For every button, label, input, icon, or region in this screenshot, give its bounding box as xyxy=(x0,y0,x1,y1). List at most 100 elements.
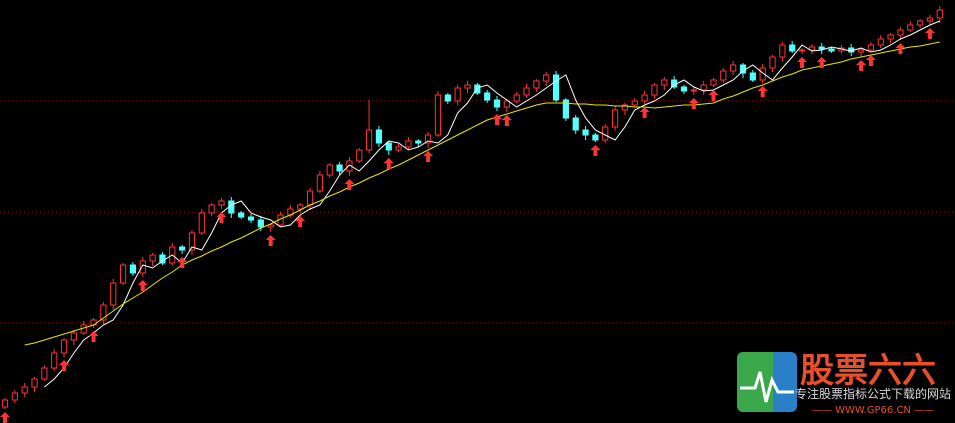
candle-body xyxy=(857,49,865,53)
candle-body xyxy=(336,164,343,172)
candle-body xyxy=(877,38,884,46)
candle-body xyxy=(356,149,363,162)
candle-body xyxy=(31,378,38,388)
buy-signal xyxy=(423,151,434,162)
candle-body xyxy=(513,94,520,102)
candle-body xyxy=(641,94,648,102)
buy-signal xyxy=(590,145,601,156)
buy-signal xyxy=(0,412,10,423)
buy-signal xyxy=(865,55,876,66)
candle-body xyxy=(238,212,245,218)
candle-body xyxy=(602,126,609,141)
buy-signal xyxy=(492,114,502,125)
buy-signal xyxy=(177,257,188,268)
candle-body xyxy=(533,80,540,89)
candle-body xyxy=(297,204,304,210)
candle-body xyxy=(346,160,353,172)
candle-body xyxy=(41,367,48,380)
candle-body xyxy=(907,24,914,31)
candle-body xyxy=(867,44,875,51)
candle-body xyxy=(710,79,717,86)
candle-body xyxy=(198,212,205,234)
buy-signal xyxy=(924,28,935,39)
buy-signal xyxy=(383,158,394,169)
candle-body xyxy=(179,246,186,251)
buy-signal xyxy=(265,235,276,246)
buy-signal xyxy=(88,331,99,342)
candle-body xyxy=(1,399,9,408)
buy-signal xyxy=(59,360,70,371)
candle-body xyxy=(395,146,402,151)
buy-signal xyxy=(216,212,227,223)
candle-body xyxy=(60,339,68,354)
candle-body xyxy=(828,48,835,52)
candle-body xyxy=(690,89,697,92)
candle-body xyxy=(759,67,766,81)
candle-body xyxy=(897,29,904,36)
candle-body xyxy=(543,74,550,82)
candle-body xyxy=(769,56,776,69)
candle-body xyxy=(562,99,569,119)
candle-body xyxy=(51,352,58,369)
candle-body xyxy=(631,100,638,106)
candle-body xyxy=(129,264,137,274)
candle-body xyxy=(730,64,737,72)
watermark-url: —— WWW.GP66.CN —— xyxy=(812,405,934,416)
candle-body xyxy=(119,264,127,284)
candle-body xyxy=(592,134,599,141)
candle-body xyxy=(425,134,432,144)
candle-body xyxy=(936,9,943,19)
candle-body xyxy=(651,84,658,96)
candle-body xyxy=(503,100,510,108)
candle-body xyxy=(188,232,196,251)
buy-signal xyxy=(295,216,306,227)
candle-body xyxy=(798,49,806,52)
candle-body xyxy=(326,164,333,176)
ma-line xyxy=(24,41,940,346)
candle-body xyxy=(110,282,117,306)
candle-body xyxy=(365,129,373,151)
buy-signal xyxy=(895,43,906,54)
watermark-title: 股票六六 xyxy=(800,351,936,391)
buy-signal xyxy=(708,90,719,101)
buy-signal xyxy=(797,57,808,68)
candle-body xyxy=(680,86,688,92)
candle-body xyxy=(621,104,629,111)
candle-body xyxy=(611,109,619,128)
candle-body xyxy=(444,94,451,102)
buy-signal xyxy=(816,57,827,68)
buy-signal xyxy=(856,60,867,71)
candle-body xyxy=(218,200,225,206)
ma-line xyxy=(44,20,940,388)
buy-signal xyxy=(501,115,512,126)
candle-body xyxy=(779,44,786,58)
candle-body xyxy=(789,44,796,52)
candle-body xyxy=(493,99,501,108)
watermark: 股票六六 专注股票指标公式下载的网站 —— WWW.GP66.CN —— xyxy=(737,351,951,416)
candle-body xyxy=(661,79,668,86)
buy-signal xyxy=(639,107,650,118)
plot-area xyxy=(0,6,955,423)
candle-body xyxy=(454,87,461,102)
candle-body xyxy=(149,254,156,262)
candle-body xyxy=(415,140,422,144)
candle-body xyxy=(100,304,107,321)
candle-body xyxy=(257,219,264,228)
watermark-subtitle: 专注股票指标公式下载的网站 xyxy=(795,386,951,401)
buy-signal xyxy=(688,98,699,109)
candle-body xyxy=(21,386,28,394)
candle-body xyxy=(720,70,727,81)
candle-body xyxy=(572,117,579,131)
buy-signal xyxy=(344,179,355,190)
candle-body xyxy=(139,260,146,274)
candle-body xyxy=(808,46,815,51)
candle-body xyxy=(464,84,471,89)
candle-body xyxy=(474,84,481,94)
candle-body xyxy=(306,190,314,206)
candle-body xyxy=(552,74,560,101)
candle-body xyxy=(385,142,392,151)
candle-body xyxy=(316,174,323,192)
